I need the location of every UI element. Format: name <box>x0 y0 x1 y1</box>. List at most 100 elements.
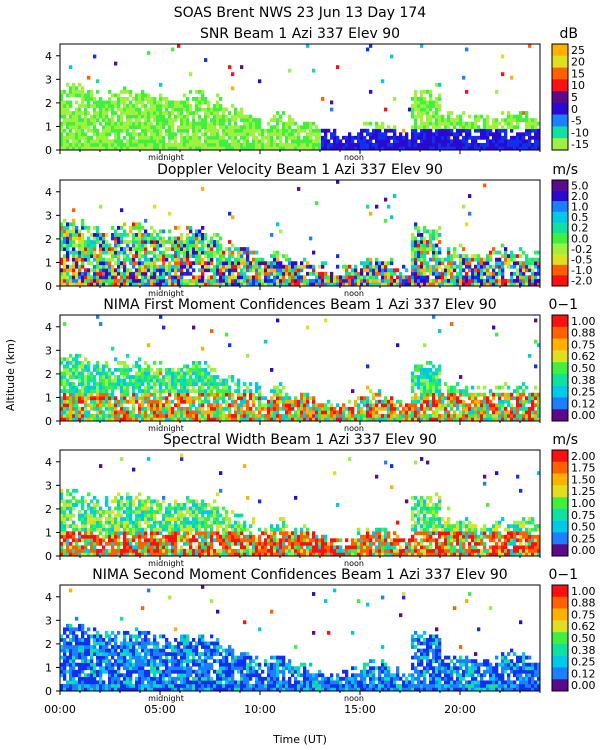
colorbar: 1.000.880.750.620.500.380.250.120.00 <box>551 584 596 692</box>
heatmap-cells <box>60 585 541 692</box>
y-tick-label: 2 <box>45 503 52 516</box>
colorbar-label: 0.5 <box>571 211 589 224</box>
colorbar-label: 0.88 <box>571 597 596 610</box>
colorbar-segment <box>552 585 568 597</box>
colorbar-unit: 0−1 <box>548 567 578 583</box>
colorbar-label: 0.75 <box>571 509 596 522</box>
colorbar-segment <box>552 632 568 645</box>
y-tick-label: 1 <box>45 256 52 269</box>
colorbar-segment <box>552 254 568 265</box>
colorbar-segment <box>552 450 568 462</box>
panel-1: SNR Beam 1 Azi 337 Elev 90 dB43210midnigh… <box>45 26 589 162</box>
colorbar-segment <box>552 679 568 692</box>
colorbar-segment <box>552 233 568 244</box>
time-marker: midnight <box>148 153 184 162</box>
colorbar-segment <box>552 338 568 351</box>
panel-title: Doppler Velocity Beam 1 Azi 337 Elev 90 <box>157 162 443 178</box>
colorbar-label: 0.2 <box>571 222 589 235</box>
y-tick-label: 0 <box>45 685 52 698</box>
y-tick-label: 2 <box>45 638 52 651</box>
colorbar-segment <box>552 532 568 545</box>
colorbar-unit: 0−1 <box>548 297 578 313</box>
colorbar-label: 0.62 <box>571 350 596 363</box>
colorbar-unit: m/s <box>552 162 578 178</box>
colorbar-label: 0.50 <box>571 632 596 645</box>
y-tick-label: 4 <box>45 50 52 63</box>
heatmap-cells <box>60 180 541 287</box>
colorbar-segment <box>552 373 568 386</box>
colorbar-segment <box>552 275 568 287</box>
colorbar-label: 0.25 <box>571 656 596 669</box>
y-tick-label: 3 <box>45 479 52 492</box>
panel-title: Spectral Width Beam 1 Azi 337 Elev 90 <box>163 432 437 448</box>
x-axis-label: Time (UT) <box>272 733 327 746</box>
y-tick-label: 3 <box>45 344 52 357</box>
colorbar-label: 2.00 <box>571 450 596 463</box>
colorbar-label: 0.12 <box>571 667 596 680</box>
colorbar-segment <box>552 596 568 609</box>
colorbar-label: 5 <box>571 91 578 104</box>
colorbar-segment <box>552 473 568 486</box>
x-tick-label: 15:00 <box>344 703 376 716</box>
colorbar-segment <box>552 44 568 56</box>
colorbar-label: 0.00 <box>571 544 596 557</box>
y-tick-label: 1 <box>45 391 52 404</box>
y-tick-label: 1 <box>45 661 52 674</box>
colorbar-label: 1.75 <box>571 462 596 475</box>
colorbar-segment <box>552 79 568 92</box>
panel-title: SNR Beam 1 Azi 337 Elev 90 <box>200 26 400 42</box>
colorbar-segment <box>552 222 568 234</box>
y-axis-label: Altitude (km) <box>4 339 17 411</box>
colorbar-label: -1.0 <box>571 264 592 277</box>
panel-2: Doppler Velocity Beam 1 Azi 337 Elev 90 m… <box>45 162 592 298</box>
time-marker: noon <box>344 289 364 298</box>
colorbar-label: 5.0 <box>571 179 589 192</box>
panel-5: NIMA Second Moment Confidences Beam 1 Az… <box>45 567 596 703</box>
y-tick-label: 4 <box>45 186 52 199</box>
colorbar-label: 1.00 <box>571 497 596 510</box>
time-marker: midnight <box>148 289 184 298</box>
colorbar-segment <box>552 520 568 533</box>
time-marker: midnight <box>148 559 184 568</box>
colorbar-label: 0.00 <box>571 409 596 422</box>
heatmap-cells <box>60 315 541 422</box>
x-tick-label: 05:00 <box>144 703 176 716</box>
heatmap-cells <box>60 44 541 151</box>
colorbar-label: 10 <box>571 79 585 92</box>
colorbar-segment <box>552 409 568 422</box>
colorbar-segment <box>552 243 568 255</box>
colorbar-segment <box>552 55 568 68</box>
colorbar-label: 1.25 <box>571 485 596 498</box>
colorbar-segment <box>552 397 568 410</box>
y-tick-label: 2 <box>45 233 52 246</box>
colorbar-label: 2.0 <box>571 190 589 203</box>
colorbar-label: 15 <box>571 67 585 80</box>
y-tick-label: 3 <box>45 73 52 86</box>
colorbar: 1.000.880.750.620.500.380.250.120.00 <box>551 314 596 422</box>
colorbar-segment <box>552 485 568 498</box>
colorbar-label: -0.2 <box>571 243 592 256</box>
y-tick-label: 4 <box>45 456 52 469</box>
colorbar-segment <box>552 620 568 633</box>
colorbar-segment <box>552 190 568 202</box>
colorbar-unit: dB <box>560 26 579 42</box>
y-tick-label: 1 <box>45 526 52 539</box>
heatmap-cells <box>60 453 541 557</box>
colorbar-segment <box>552 608 568 621</box>
time-marker: noon <box>344 153 364 162</box>
colorbar-label: -2.0 <box>571 275 592 288</box>
colorbar-segment <box>552 667 568 680</box>
y-tick-label: 2 <box>45 97 52 110</box>
colorbar-label: 0.25 <box>571 532 596 545</box>
x-tick-label: 00:00 <box>44 703 76 716</box>
colorbar-label: 0.38 <box>571 644 596 657</box>
colorbar-segment <box>552 67 568 80</box>
panel-title: NIMA Second Moment Confidences Beam 1 Az… <box>92 567 507 583</box>
colorbar-segment <box>552 264 568 276</box>
colorbar-label: 0.0 <box>571 232 589 245</box>
time-marker: midnight <box>148 424 184 433</box>
colorbar-label: 0.38 <box>571 374 596 387</box>
colorbar-label: 0 <box>571 103 578 116</box>
y-tick-label: 1 <box>45 120 52 133</box>
